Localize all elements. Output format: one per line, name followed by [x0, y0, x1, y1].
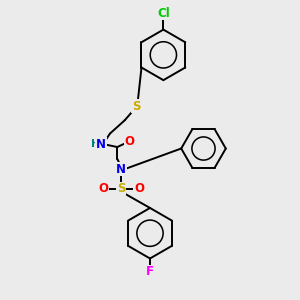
Text: O: O — [125, 135, 135, 148]
Text: N: N — [96, 138, 106, 151]
Text: Cl: Cl — [157, 7, 170, 20]
Text: N: N — [116, 163, 126, 176]
Text: S: S — [117, 182, 125, 195]
Text: S: S — [132, 100, 140, 112]
Text: F: F — [146, 266, 154, 278]
Text: H: H — [91, 139, 100, 149]
Text: O: O — [134, 182, 144, 195]
Text: O: O — [98, 182, 108, 195]
